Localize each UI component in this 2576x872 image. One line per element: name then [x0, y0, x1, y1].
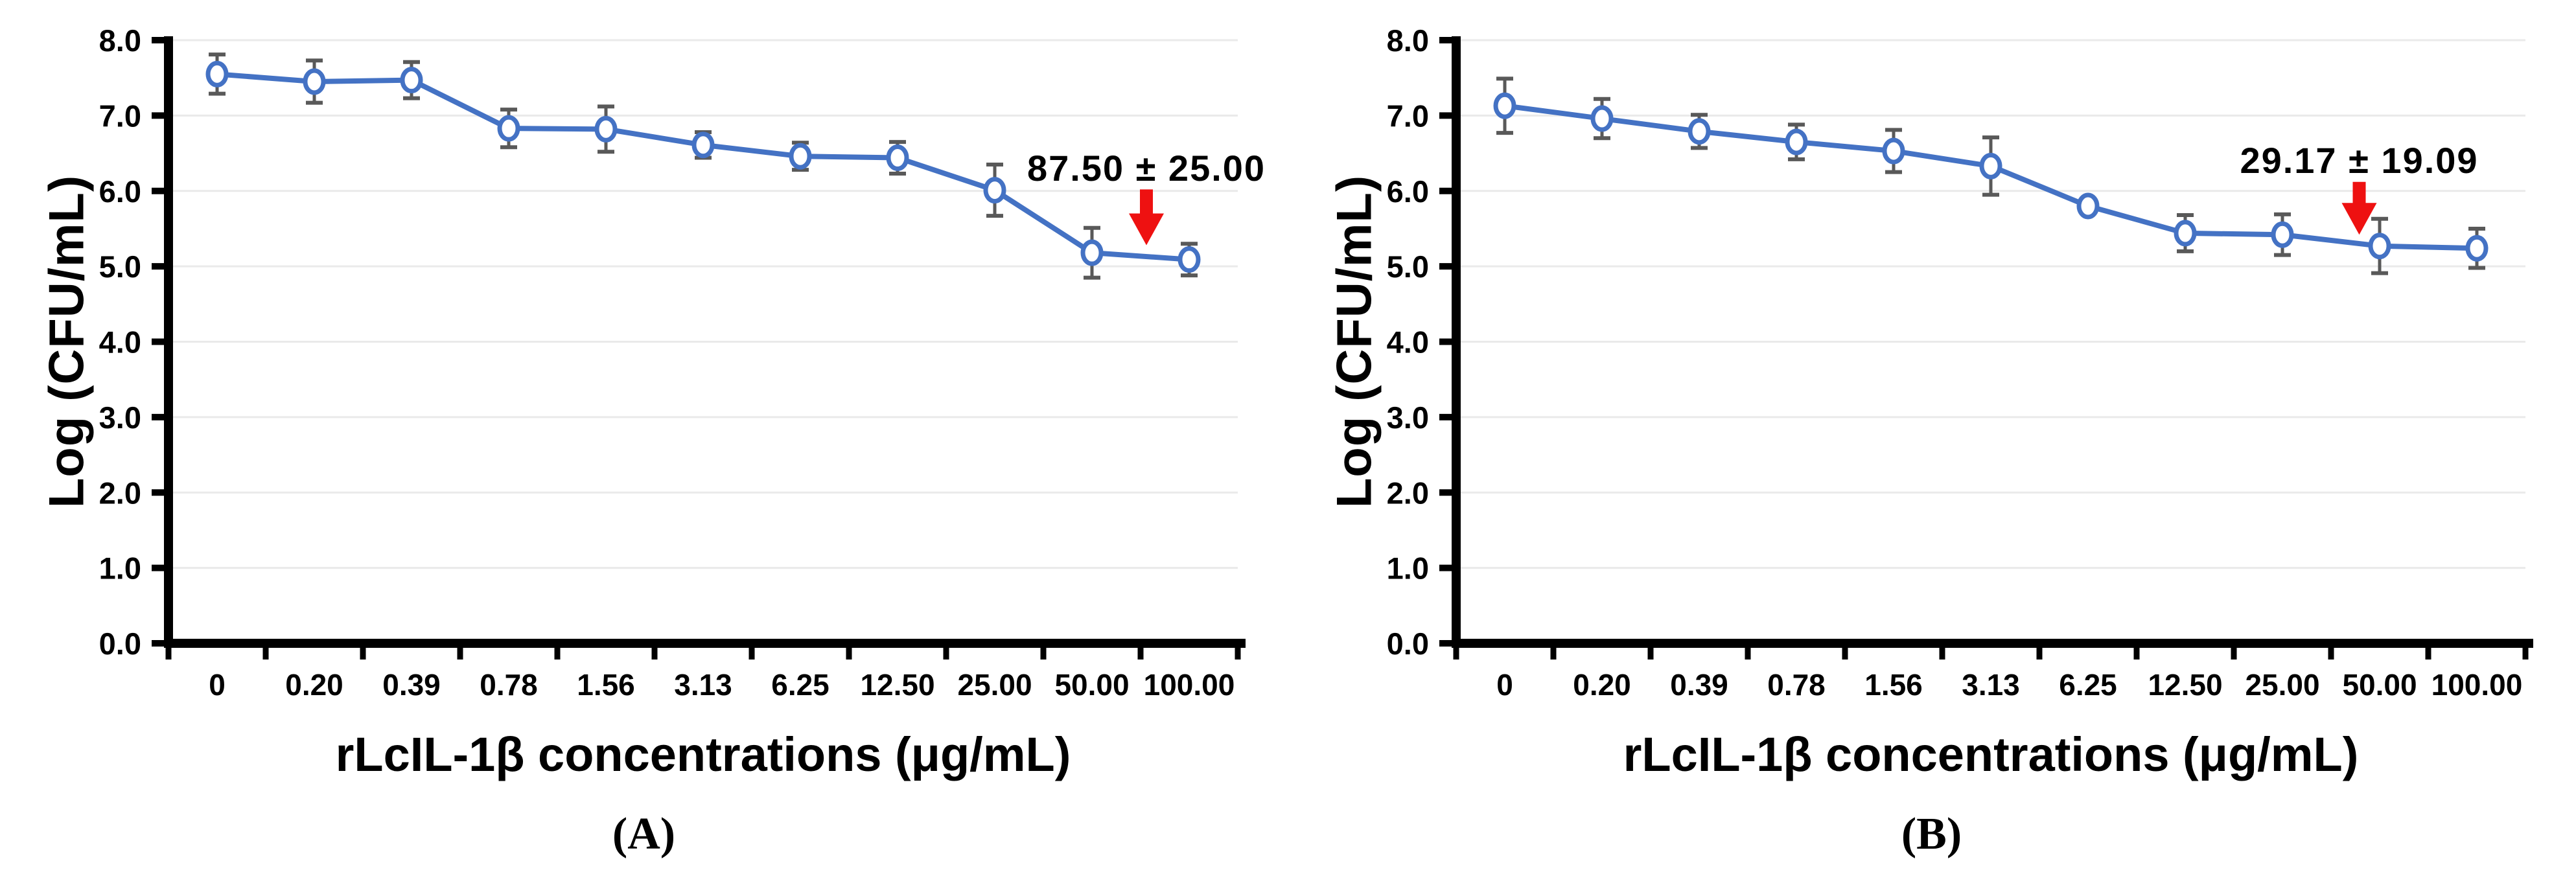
panel-letter-a: (A): [612, 809, 676, 859]
x-tick-label: 0.78: [480, 668, 538, 702]
data-point-marker: [400, 67, 423, 94]
x-axis-title-b: rLcIL-1β concentrations (μg/mL): [1623, 728, 2359, 781]
x-tick-label: 50.00: [2342, 668, 2417, 702]
data-point-marker: [2271, 221, 2294, 248]
y-tick-label: 1.0: [1387, 551, 1429, 586]
y-tick-label: 0.0: [99, 626, 141, 661]
x-tick-label: 0: [209, 668, 226, 702]
y-tick-label: 6.0: [99, 174, 141, 209]
annotation-arrow: [1129, 189, 1164, 246]
x-tick-label: 25.00: [957, 668, 1032, 702]
data-point-marker: [1178, 246, 1201, 273]
annotation-label: 29.17 ± 19.09: [2240, 140, 2478, 181]
data-point-marker: [886, 144, 909, 172]
data-point-marker: [205, 60, 229, 87]
x-tick-label: 6.25: [2059, 668, 2117, 702]
x-tick-label: 100.00: [2431, 668, 2523, 702]
data-point-marker: [2465, 235, 2489, 262]
y-tick-label: 2.0: [99, 476, 141, 510]
y-tick-label: 0.0: [1387, 626, 1429, 661]
data-point-marker: [303, 68, 326, 95]
chart-b-plot: 0.0 1.0 2.0 3.0 4.0 5.0 6.0 7.0 8.0 0 0.20 0.39 0.78…: [1387, 23, 2533, 702]
data-point-marker: [1882, 137, 1905, 165]
panel-a: 0.0 1.0 2.0 3.0 4.0 5.0 6.0 7.0 8.0 0 0.20 0.39 0.78…: [39, 23, 1266, 859]
x-tick-label: 25.00: [2245, 668, 2319, 702]
x-tick-label: 3.13: [674, 668, 732, 702]
y-tick-label: 8.0: [1387, 23, 1429, 58]
chart-a-plot: 0.0 1.0 2.0 3.0 4.0 5.0 6.0 7.0 8.0 0 0.20 0.39 0.78…: [99, 23, 1266, 702]
data-point-marker: [1785, 128, 1808, 155]
data-point-marker: [2368, 233, 2391, 260]
x-tick-label: 100.00: [1144, 668, 1235, 702]
x-tick-label: 0.20: [285, 668, 343, 702]
y-tick-label: 4.0: [1387, 325, 1429, 360]
x-tick-label: 12.50: [860, 668, 934, 702]
y-tick-label: 6.0: [1387, 174, 1429, 209]
y-tick-label: 2.0: [1387, 476, 1429, 510]
data-point-marker: [1979, 152, 2002, 179]
x-tick-label: 0.39: [382, 668, 441, 702]
panel-letter-b: (B): [1901, 809, 1962, 859]
data-point-marker: [691, 132, 715, 159]
data-point-marker: [983, 177, 1006, 204]
y-tick-label: 8.0: [99, 23, 141, 58]
x-tick-label: 0.20: [1573, 668, 1631, 702]
data-point-marker: [1493, 92, 1516, 119]
x-tick-label: 0.39: [1670, 668, 1728, 702]
x-tick-label: 6.25: [771, 668, 830, 702]
x-tick-label: 12.50: [2148, 668, 2222, 702]
data-point-marker: [497, 115, 520, 142]
y-tick-label: 1.0: [99, 551, 141, 586]
x-tick-label: 0: [1496, 668, 1513, 702]
y-tick-label: 4.0: [99, 325, 141, 360]
y-axis-title-b: Log (CFU/mL): [1327, 174, 1382, 509]
x-tick-label: 1.56: [577, 668, 635, 702]
y-tick-label: 7.0: [1387, 98, 1429, 133]
annotation-label: 87.50 ± 25.00: [1027, 148, 1266, 189]
x-axis-title-a: rLcIL-1β concentrations (μg/mL): [335, 728, 1071, 781]
panel-b: 0.0 1.0 2.0 3.0 4.0 5.0 6.0 7.0 8.0 0 0.20 0.39 0.78…: [1288, 0, 2575, 872]
y-tick-label: 7.0: [99, 98, 141, 133]
data-point-marker: [1080, 239, 1104, 266]
data-point-marker: [1688, 118, 1711, 145]
y-tick-label: 5.0: [99, 249, 141, 284]
x-tick-label: 0.78: [1767, 668, 1826, 702]
data-point-marker: [1590, 105, 1614, 132]
y-tick-label: 5.0: [1387, 249, 1429, 284]
data-point-marker: [594, 115, 618, 143]
x-tick-label: 3.13: [1962, 668, 2020, 702]
data-point-marker: [2076, 192, 2100, 220]
data-point-marker: [789, 143, 812, 170]
annotation-arrow: [2341, 181, 2377, 235]
x-tick-label: 50.00: [1054, 668, 1129, 702]
y-tick-label: 3.0: [1387, 400, 1429, 435]
data-point-marker: [2174, 220, 2197, 247]
x-tick-label: 1.56: [1864, 668, 1923, 702]
y-axis-title-a: Log (CFU/mL): [39, 174, 95, 509]
y-tick-label: 3.0: [99, 400, 141, 435]
